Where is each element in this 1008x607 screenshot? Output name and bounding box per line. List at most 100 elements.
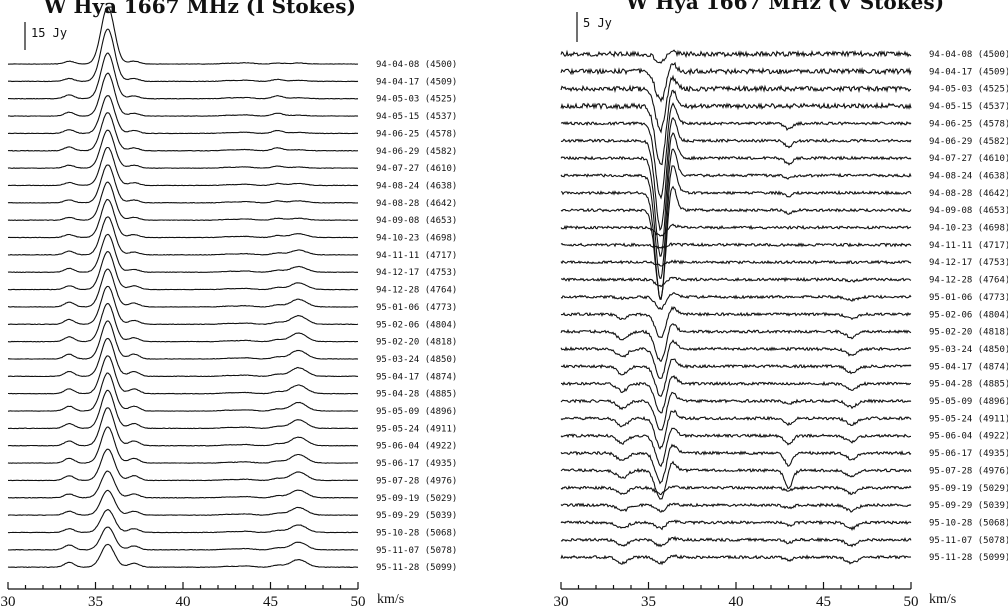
series-labels-v: 94-04-08 (4500) 94-04-17 (4509) 94-05-03 (… (929, 50, 1008, 563)
series-label: 95-11-07 (5078) (929, 536, 1008, 546)
series-label: 95-10-28 (5068) (929, 518, 1008, 528)
spectrum-trace (560, 165, 912, 300)
series-label: 95-06-04 (4922) (376, 442, 457, 452)
spectrum-trace (560, 102, 912, 200)
spectrum-trace (7, 164, 358, 204)
series-label: 94-10-23 (4698) (929, 224, 1008, 234)
series-label: 94-06-29 (4582) (929, 137, 1008, 147)
series-label: 94-10-23 (4698) (376, 234, 457, 244)
series-label: 95-06-17 (4935) (376, 459, 457, 469)
series-label: 94-05-03 (4525) (929, 85, 1008, 95)
spectrum-trace (560, 554, 912, 566)
series-label: 95-04-28 (4885) (376, 390, 457, 400)
series-label: 95-09-29 (5039) (929, 501, 1008, 511)
x-tick-label: 40 (176, 594, 191, 607)
spectrum-trace (7, 112, 359, 152)
spectrum-trace (8, 52, 359, 100)
traces-v (560, 49, 912, 566)
spectrum-trace (560, 485, 912, 496)
series-label: 94-07-27 (4610) (929, 154, 1008, 164)
series-label: 95-09-19 (5029) (929, 484, 1008, 494)
x-tick-label: 35 (641, 594, 656, 607)
series-label: 94-04-17 (4509) (376, 77, 457, 87)
x-tick-label: 45 (816, 594, 831, 607)
spectrum-trace (7, 543, 359, 569)
x-tick-label: 30 (554, 594, 569, 607)
spectrum-trace (560, 292, 912, 310)
series-label: 94-06-25 (4578) (376, 129, 457, 139)
series-label: 94-05-03 (4525) (376, 95, 457, 105)
series-label: 94-04-08 (4500) (376, 60, 457, 70)
x-tick-label: 40 (729, 594, 744, 607)
spectrum-trace (560, 259, 912, 267)
spectrum-trace (8, 470, 358, 499)
series-label: 95-07-28 (4976) (376, 476, 457, 486)
series-label: 94-12-17 (4753) (376, 268, 457, 278)
spectrum-trace (560, 116, 912, 232)
spectrum-trace (560, 427, 911, 468)
spectrum-trace (560, 460, 912, 500)
chart-title-v: W Hya 1667 MHz (V Stokes) (625, 0, 944, 14)
series-label: 95-02-06 (4804) (929, 310, 1008, 320)
series-label: 95-06-17 (4935) (929, 449, 1008, 459)
series-label: 94-12-17 (4753) (929, 258, 1008, 268)
spectrum-trace (560, 305, 912, 338)
series-label: 94-06-25 (4578) (929, 119, 1008, 129)
spectrum-trace (7, 508, 359, 534)
spectrum-trace (7, 489, 359, 516)
spectrum-trace (7, 6, 359, 65)
series-label: 94-08-24 (4638) (376, 181, 457, 191)
series-label: 94-12-28 (4764) (929, 276, 1008, 286)
series-label: 95-04-17 (4874) (929, 362, 1008, 372)
spectrum-trace (7, 251, 359, 291)
series-label: 95-05-09 (4896) (929, 397, 1008, 407)
series-label: 94-08-28 (4642) (929, 189, 1008, 199)
spectrum-trace (7, 285, 359, 326)
series-label: 95-11-28 (5099) (376, 563, 457, 573)
spectrum-trace (7, 146, 359, 187)
series-label: 94-04-08 (4500) (929, 50, 1008, 60)
x-tick-label: 50 (904, 594, 919, 607)
spectrum-trace (7, 129, 359, 169)
series-label: 94-08-28 (4642) (376, 199, 457, 209)
series-label: 94-04-17 (4509) (929, 67, 1008, 77)
spectrum-trace (560, 223, 912, 237)
series-label: 95-07-28 (4976) (929, 466, 1008, 476)
series-label: 95-05-24 (4911) (929, 414, 1008, 424)
spectrum-trace (7, 372, 359, 412)
series-label: 95-04-17 (4874) (376, 372, 457, 382)
spectrum-trace (560, 391, 912, 431)
spectrum-trace (7, 426, 358, 464)
panel-v-stokes: W Hya 1667 MHz (V Stokes) 5 Jy 94-04-08 … (554, 0, 1008, 607)
spectrum-trace (560, 519, 912, 531)
x-tick-label: 30 (1, 594, 16, 607)
panel-i-stokes: W Hya 1667 MHz (I Stokes) 15 Jy 94-04-08… (1, 0, 458, 607)
x-tick-label: 45 (263, 594, 278, 607)
spectrum-trace (8, 28, 359, 83)
spectrum-trace (560, 89, 912, 166)
series-label: 95-01-06 (4773) (929, 293, 1008, 303)
spectrum-trace (560, 49, 912, 64)
spectrum-trace (8, 198, 359, 239)
series-label: 95-01-06 (4773) (376, 303, 457, 313)
series-label: 95-05-09 (4896) (376, 407, 457, 417)
spectrum-trace (8, 355, 359, 395)
spectrum-trace (561, 375, 912, 414)
series-label: 94-08-24 (4638) (929, 171, 1008, 181)
spectrum-trace (560, 535, 912, 548)
series-label: 94-07-27 (4610) (376, 164, 457, 174)
spectrum-trace (560, 132, 912, 257)
spectrum-trace (8, 268, 359, 308)
series-label: 94-11-11 (4717) (376, 251, 457, 261)
series-label: 95-09-29 (5039) (376, 511, 457, 521)
series-label: 94-12-28 (4764) (376, 286, 457, 296)
series-label: 94-11-11 (4717) (929, 241, 1008, 251)
series-label: 95-10-28 (5068) (376, 528, 457, 538)
series-label: 95-02-20 (4818) (929, 328, 1008, 338)
spectrum-trace (560, 323, 912, 363)
spectrum-trace (7, 337, 359, 378)
spectrum-trace (7, 526, 358, 551)
series-label: 95-02-06 (4804) (376, 320, 457, 330)
spectrum-trace (7, 302, 359, 343)
x-ticks-v: 30 35 40 45 50 (554, 582, 919, 607)
